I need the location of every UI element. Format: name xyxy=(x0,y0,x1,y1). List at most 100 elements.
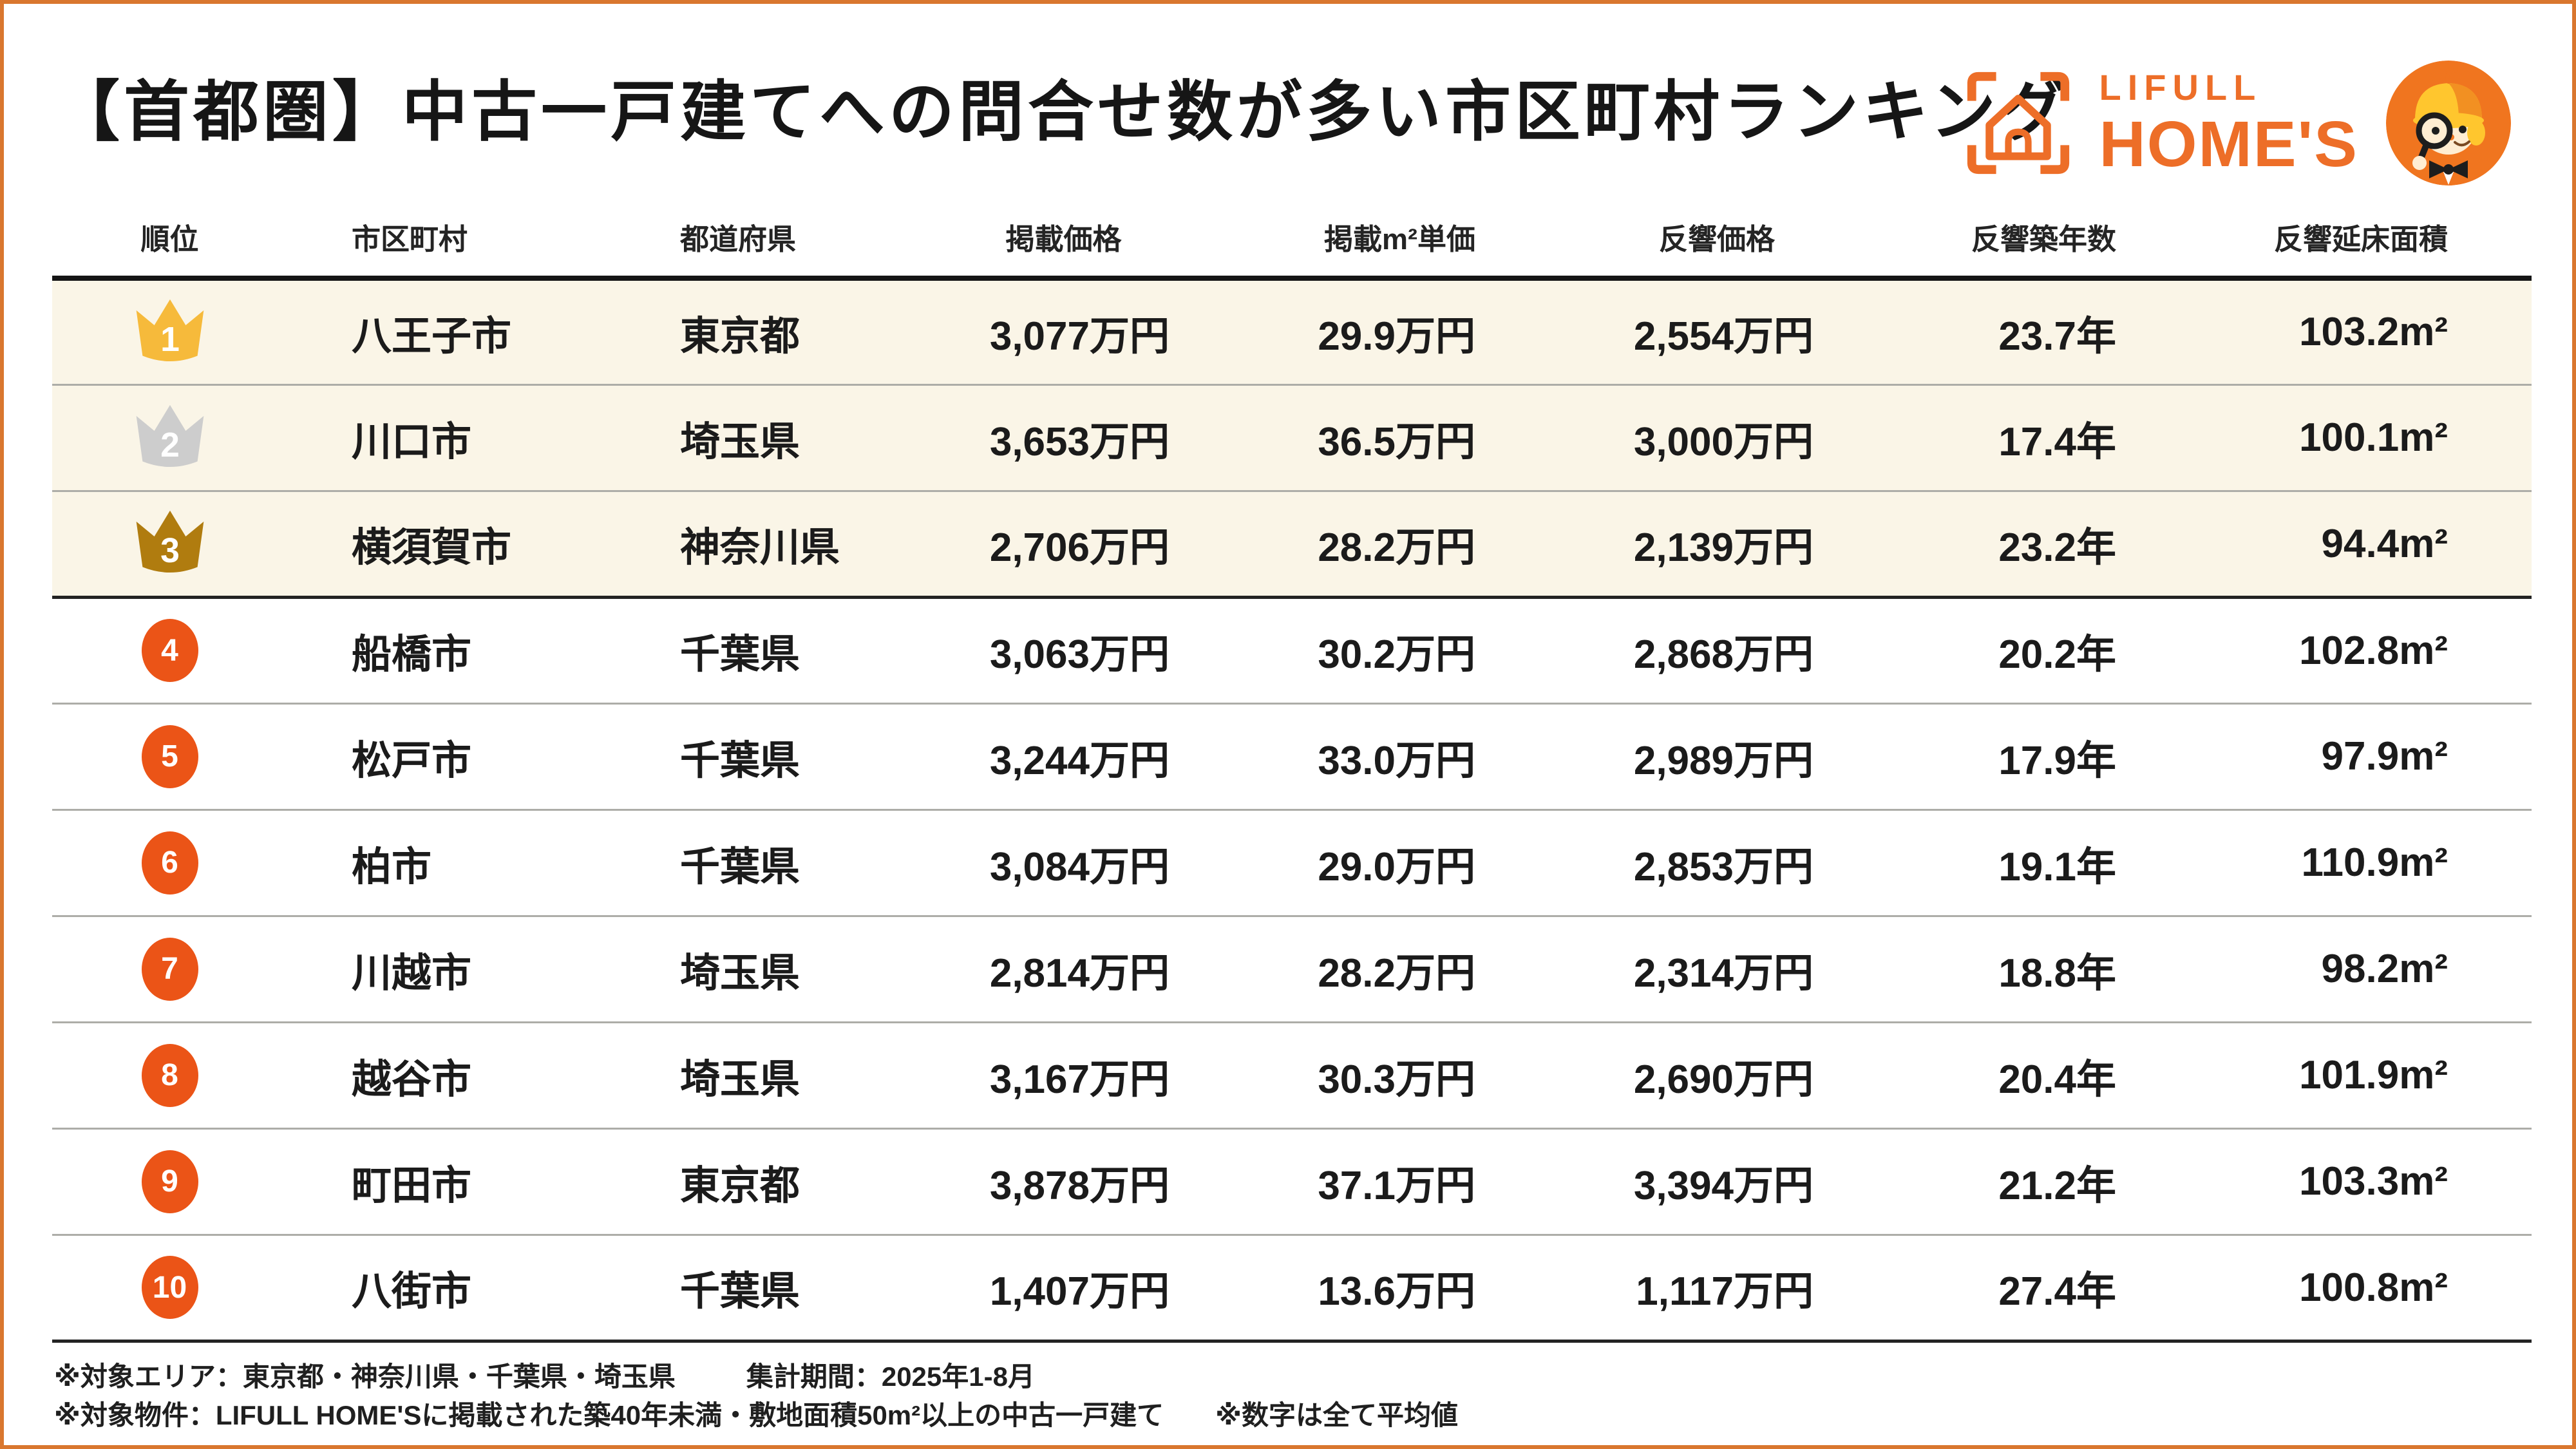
cell-resp-age: 20.4年 xyxy=(1998,1057,2116,1102)
cell-resp-price: 1,117万円 xyxy=(1636,1269,1814,1314)
cell-unit-price: 36.5万円 xyxy=(1318,419,1475,464)
cell-resp-price: 2,989万円 xyxy=(1633,738,1814,783)
rank-badge: 4 xyxy=(141,619,198,682)
column-header-resp-price: 反響価格 xyxy=(1658,222,1775,256)
cell-resp-area: 94.4m² xyxy=(2321,521,2448,566)
cell-resp-price: 2,690万円 xyxy=(1633,1057,1814,1102)
rank-badge: 10 xyxy=(141,1256,198,1319)
house-logo-icon xyxy=(1967,71,2069,175)
cell-unit-price: 13.6万円 xyxy=(1318,1269,1475,1314)
column-header-list-price: 掲載価格 xyxy=(1005,222,1122,256)
cell-resp-area: 98.2m² xyxy=(2321,947,2448,991)
rank-number: 2 xyxy=(160,426,180,464)
cell-resp-age: 23.7年 xyxy=(1998,314,2116,359)
cell-resp-price: 2,314万円 xyxy=(1633,951,1814,996)
cell-resp-area: 110.9m² xyxy=(2301,840,2448,885)
table-row: 3 横須賀市 神奈川県 2,706万円 28.2万円 2,139万円 23.2年… xyxy=(52,491,2532,597)
footnote-line-1: ※対象エリア：東京都・神奈川県・千葉県・埼玉県 集計期間：2025年1-8月 xyxy=(54,1358,1458,1396)
ranking-table: 順位 市区町村 都道府県 掲載価格 掲載m²単価 反響価格 反響築年数 反響延床… xyxy=(52,197,2532,1343)
cell-list-price: 3,244万円 xyxy=(989,738,1170,783)
cell-unit-price: 28.2万円 xyxy=(1318,951,1475,996)
brand-lifull: LIFULL xyxy=(2099,67,2262,108)
rank-number: 3 xyxy=(160,532,180,570)
cell-rank: 7 xyxy=(52,916,287,1022)
rank-badge: 5 xyxy=(141,724,198,788)
table-row: 6 柏市 千葉県 3,084万円 29.0万円 2,853万円 19.1年 11… xyxy=(52,810,2532,916)
cell-city: 越谷市 xyxy=(352,1057,472,1102)
cell-list-price: 3,084万円 xyxy=(989,844,1170,889)
cell-rank: 2 xyxy=(52,384,287,491)
brand-logo: LIFULL HOME'S xyxy=(1963,55,2513,191)
cell-list-price: 2,706万円 xyxy=(989,526,1170,570)
cell-list-price: 3,063万円 xyxy=(989,632,1170,677)
rank-badge: 7 xyxy=(141,937,198,1001)
cell-rank: 4 xyxy=(52,597,287,703)
column-header-resp-area: 反響延床面積 xyxy=(2273,222,2448,256)
table-row: 1 八王子市 東京都 3,077万円 29.9万円 2,554万円 23.7年 … xyxy=(52,278,2532,384)
cell-resp-area: 103.2m² xyxy=(2299,310,2448,355)
brand-homes: HOME'S xyxy=(2099,108,2358,180)
cell-unit-price: 28.2万円 xyxy=(1318,526,1475,570)
cell-rank: 10 xyxy=(52,1235,287,1341)
cell-pref: 埼玉県 xyxy=(680,1057,800,1102)
cell-unit-price: 30.3万円 xyxy=(1318,1057,1475,1102)
cell-pref: 千葉県 xyxy=(680,1269,800,1314)
cell-resp-age: 21.2年 xyxy=(1998,1163,2116,1208)
table-row: 2 川口市 埼玉県 3,653万円 36.5万円 3,000万円 17.4年 1… xyxy=(52,384,2532,491)
silver-crown-icon: 2 xyxy=(136,404,204,467)
cell-pref: 埼玉県 xyxy=(680,951,800,996)
cell-city: 柏市 xyxy=(352,844,432,889)
cell-rank: 6 xyxy=(52,810,287,916)
table-row: 7 川越市 埼玉県 2,814万円 28.2万円 2,314万円 18.8年 9… xyxy=(52,916,2532,1022)
rank-number: 1 xyxy=(160,321,180,359)
cell-city: 八王子市 xyxy=(352,314,512,359)
cell-resp-age: 17.4年 xyxy=(1998,419,2116,464)
cell-pref: 千葉県 xyxy=(680,738,800,783)
cell-resp-area: 101.9m² xyxy=(2299,1053,2448,1097)
cell-city: 川口市 xyxy=(352,419,472,464)
mascot-icon xyxy=(2386,61,2511,185)
column-header-unit-price: 掲載m²単価 xyxy=(1324,222,1475,256)
table-header-row: 順位 市区町村 都道府県 掲載価格 掲載m²単価 反響価格 反響築年数 反響延床… xyxy=(52,197,2532,278)
cell-resp-age: 27.4年 xyxy=(1998,1269,2116,1314)
cell-resp-age: 20.2年 xyxy=(1998,632,2116,677)
cell-resp-price: 2,554万円 xyxy=(1633,314,1814,359)
period-note: 集計期間：2025年1-8月 xyxy=(746,1361,1035,1392)
column-header-rank: 順位 xyxy=(140,222,199,256)
rank-badge: 8 xyxy=(141,1043,198,1107)
cell-list-price: 1,407万円 xyxy=(989,1269,1170,1314)
cell-unit-price: 29.0万円 xyxy=(1318,844,1475,889)
cell-resp-area: 102.8m² xyxy=(2299,628,2448,673)
cell-pref: 神奈川県 xyxy=(680,526,840,570)
cell-rank: 9 xyxy=(52,1128,287,1235)
cell-resp-age: 23.2年 xyxy=(1998,526,2116,570)
cell-unit-price: 30.2万円 xyxy=(1318,632,1475,677)
cell-list-price: 3,878万円 xyxy=(989,1163,1170,1208)
cell-resp-age: 17.9年 xyxy=(1998,738,2116,783)
table-row: 4 船橋市 千葉県 3,063万円 30.2万円 2,868万円 20.2年 1… xyxy=(52,597,2532,703)
cell-resp-area: 100.8m² xyxy=(2299,1265,2448,1310)
gold-crown-icon: 1 xyxy=(136,299,204,361)
footnotes: ※対象エリア：東京都・神奈川県・千葉県・埼玉県 集計期間：2025年1-8月 ※対… xyxy=(54,1358,1458,1435)
cell-pref: 東京都 xyxy=(680,314,800,359)
cell-unit-price: 33.0万円 xyxy=(1318,738,1475,783)
cell-city: 川越市 xyxy=(352,951,472,996)
table-row: 9 町田市 東京都 3,878万円 37.1万円 3,394万円 21.2年 1… xyxy=(52,1128,2532,1235)
cell-resp-area: 97.9m² xyxy=(2321,734,2448,779)
cell-rank: 3 xyxy=(52,491,287,597)
table-row: 8 越谷市 埼玉県 3,167万円 30.3万円 2,690万円 20.4年 1… xyxy=(52,1022,2532,1128)
bronze-crown-icon: 3 xyxy=(136,510,204,573)
cell-rank: 5 xyxy=(52,703,287,810)
cell-unit-price: 37.1万円 xyxy=(1318,1163,1475,1208)
cell-rank: 1 xyxy=(52,278,287,384)
cell-pref: 千葉県 xyxy=(680,632,800,677)
cell-resp-price: 2,139万円 xyxy=(1633,526,1814,570)
cell-list-price: 2,814万円 xyxy=(989,951,1170,996)
cell-pref: 埼玉県 xyxy=(680,419,800,464)
cell-list-price: 3,167万円 xyxy=(989,1057,1170,1102)
cell-city: 船橋市 xyxy=(352,632,472,677)
cell-resp-age: 19.1年 xyxy=(1998,844,2116,889)
cell-resp-price: 2,868万円 xyxy=(1633,632,1814,677)
cell-list-price: 3,077万円 xyxy=(989,314,1170,359)
